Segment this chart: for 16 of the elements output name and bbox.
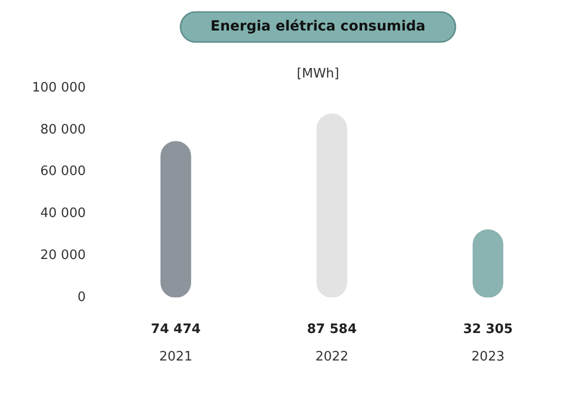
x-tick-label: 2022 — [315, 350, 348, 365]
chart-title: Energia elétrica consumida — [210, 18, 426, 35]
y-tick-label: 100 000 — [32, 80, 86, 96]
y-tick-label: 40 000 — [40, 206, 86, 222]
y-axis-title: [MWh] — [296, 66, 340, 82]
bar — [160, 141, 192, 298]
y-tick-label: 20 000 — [40, 248, 86, 263]
y-tick-label: 60 000 — [40, 164, 86, 180]
x-tick-label: 2023 — [471, 350, 505, 365]
data-label: 74 474 — [150, 322, 201, 337]
x-tick-label: 2021 — [159, 350, 192, 365]
y-tick-label: 80 000 — [40, 122, 86, 138]
y-tick-label: 0 — [77, 290, 86, 305]
bar — [316, 114, 348, 298]
data-label: 32 305 — [463, 322, 513, 337]
data-label: 87 584 — [306, 322, 357, 337]
